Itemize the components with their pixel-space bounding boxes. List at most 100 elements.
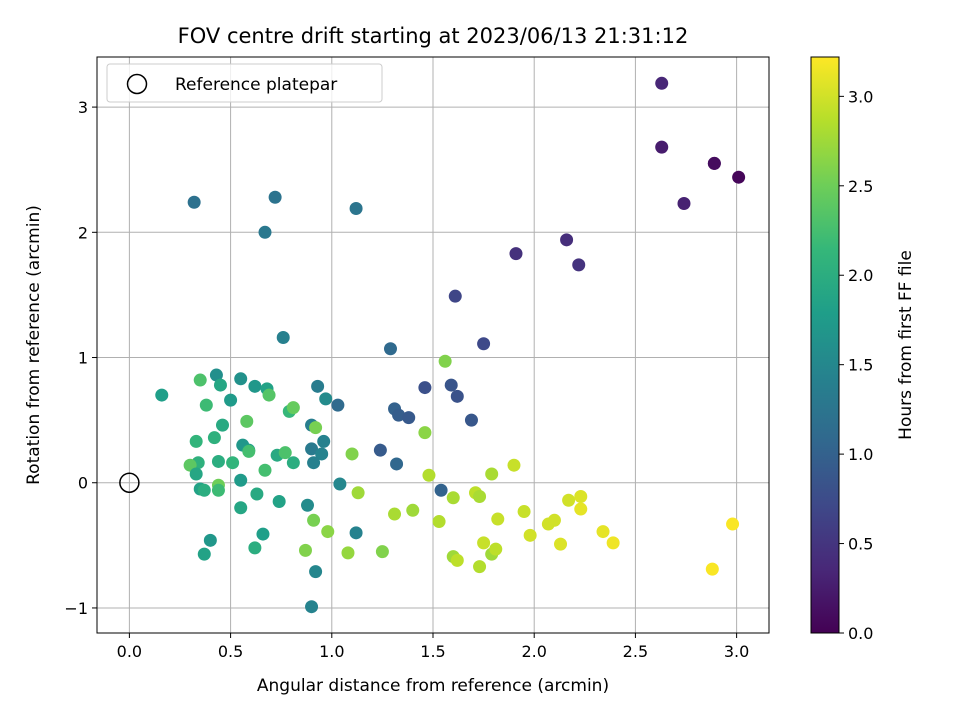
data-point: [215, 418, 229, 432]
data-point: [726, 517, 740, 531]
data-point: [211, 454, 225, 468]
x-axis-label: Angular distance from reference (arcmin): [257, 676, 609, 696]
data-point: [507, 458, 521, 472]
data-point: [446, 491, 460, 505]
data-point: [234, 501, 248, 515]
data-point: [248, 379, 262, 393]
colorbar-ticks: 0.0 0.5 1.0 1.5 2.0 2.5 3.0: [839, 87, 873, 643]
data-point: [301, 498, 315, 512]
data-point: [574, 490, 588, 504]
data-points: [155, 76, 746, 614]
data-point: [333, 477, 347, 491]
data-point: [187, 195, 201, 209]
data-point: [560, 233, 574, 247]
legend: Reference platepar: [106, 63, 383, 103]
data-point: [203, 533, 217, 547]
colorbar-gradient: [811, 57, 839, 633]
x-tick-label: 2.5: [623, 642, 648, 661]
data-point: [199, 398, 213, 412]
data-point: [197, 483, 211, 497]
data-point: [606, 536, 620, 550]
data-point: [207, 431, 221, 445]
y-axis-label: Rotation from reference (arcmin): [24, 205, 44, 485]
data-point: [517, 505, 531, 519]
data-point: [509, 247, 523, 261]
data-point: [655, 140, 669, 154]
data-point: [705, 562, 719, 576]
data-point: [276, 330, 290, 344]
legend-box: [106, 63, 383, 103]
data-point: [375, 545, 389, 559]
data-point: [226, 456, 240, 470]
colorbar-tick-label: 2.0: [848, 266, 873, 285]
data-point: [311, 379, 325, 393]
y-tick-label: −1: [64, 599, 88, 618]
data-point: [319, 392, 333, 406]
data-point: [477, 536, 491, 550]
data-point: [373, 443, 387, 457]
data-point: [155, 388, 169, 402]
colorbar-frame: [810, 56, 840, 634]
data-point: [331, 398, 345, 412]
data-point: [242, 444, 256, 458]
data-point: [240, 414, 254, 428]
legend-label: Reference platepar: [175, 75, 337, 95]
data-point: [418, 381, 432, 395]
data-point: [547, 513, 561, 527]
data-point: [345, 447, 359, 461]
data-point: [189, 434, 203, 448]
data-point: [234, 372, 248, 386]
data-point: [341, 546, 355, 560]
data-point: [305, 442, 319, 456]
data-point: [491, 512, 505, 526]
data-point: [485, 467, 499, 481]
data-point: [388, 507, 402, 521]
data-point: [197, 547, 211, 561]
colorbar-tick-label: 1.0: [848, 445, 873, 464]
data-point: [402, 411, 416, 425]
x-tick-label: 1.5: [420, 642, 445, 661]
data-point: [572, 258, 586, 272]
data-point: [305, 600, 319, 614]
data-point: [554, 537, 568, 551]
chart-title: FOV centre drift starting at 2023/06/13 …: [178, 24, 689, 48]
data-point: [655, 76, 669, 90]
data-point: [349, 202, 363, 216]
x-tick-label: 0.5: [218, 642, 243, 661]
data-point: [444, 378, 458, 392]
data-point: [349, 526, 363, 540]
data-point: [732, 170, 746, 184]
data-point: [258, 225, 272, 239]
data-point: [315, 447, 329, 461]
data-point: [278, 446, 292, 460]
data-point: [677, 197, 691, 211]
data-point: [392, 408, 406, 422]
data-point: [262, 388, 276, 402]
data-point: [438, 354, 452, 368]
colorbar-tick-label: 2.5: [848, 177, 873, 196]
data-point: [193, 373, 207, 387]
reference-platepar-marker: [119, 472, 140, 493]
data-point: [268, 190, 282, 204]
data-point: [307, 513, 321, 527]
data-point: [256, 527, 270, 541]
data-point: [211, 483, 225, 497]
data-point: [209, 368, 223, 382]
data-point: [464, 413, 478, 427]
data-point: [473, 560, 487, 574]
data-point: [286, 456, 300, 470]
y-tick-label: 1: [78, 349, 88, 368]
colorbar-tick-label: 1.5: [848, 356, 873, 375]
grid: [97, 57, 769, 633]
data-point: [298, 543, 312, 557]
data-point: [406, 503, 420, 517]
data-point: [390, 457, 404, 471]
data-point: [473, 490, 487, 504]
data-point: [489, 542, 503, 556]
x-tick-label: 1.0: [319, 642, 344, 661]
data-point: [562, 493, 576, 507]
data-point: [418, 426, 432, 440]
data-point: [351, 486, 365, 500]
